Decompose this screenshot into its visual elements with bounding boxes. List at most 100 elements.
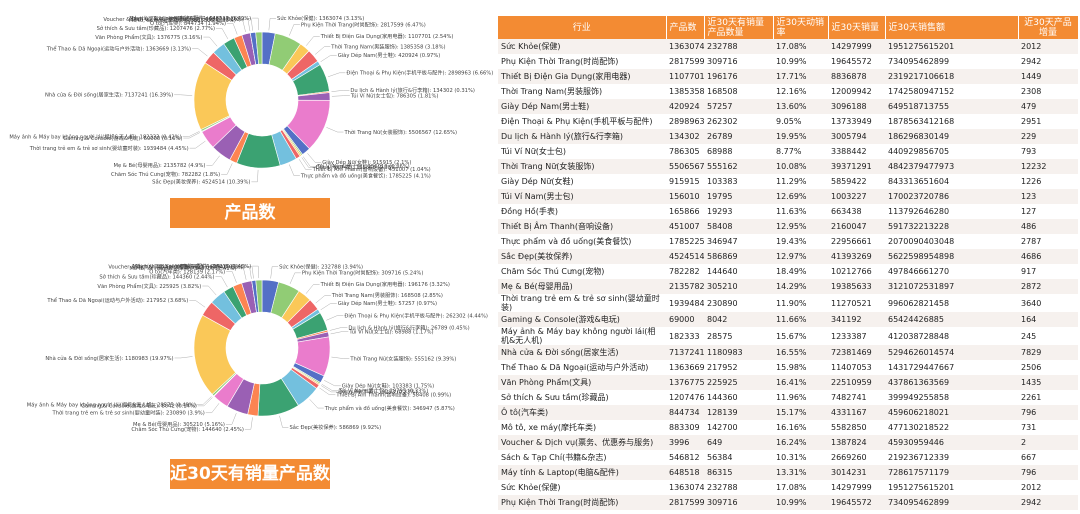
label-leader-line: [330, 331, 349, 335]
table-cell: 9.05%: [773, 114, 828, 130]
slice-label: Ô tô(汽车类): 128139 (2.17%): [149, 267, 225, 275]
table-cell: Thời trang trẻ em & trẻ sơ sinh(婴幼童时装): [498, 294, 666, 313]
table-cell: 186296830149: [885, 129, 1018, 145]
table-cell: 5622598954898: [885, 249, 1018, 265]
table-cell: Mô tô, xe máy(摩托车类): [498, 420, 666, 436]
label-leader-line: [226, 23, 238, 35]
label-leader-line: [289, 24, 300, 36]
slice-label: Nhà cửa & Đời sống(居家生活): 1180983 (19.97…: [45, 354, 173, 362]
table-cell: 1449: [1018, 69, 1078, 85]
table-cell: 245: [1018, 327, 1078, 346]
table-cell: 2319217106618: [885, 69, 1018, 85]
label-leader-line: [221, 163, 233, 175]
table-cell: 19385633: [828, 279, 885, 295]
table-cell: Túi Ví Nữ(女士包): [498, 144, 666, 160]
table-body: Sức Khỏe(保健) 1363074 232788 17.08% 14297999 1…: [498, 39, 1078, 511]
table-cell: Phụ Kiện Thời Trang(时尚配饰): [498, 495, 666, 511]
table-cell: 14.29%: [773, 279, 828, 295]
label-leader-line: [226, 271, 237, 283]
table-cell: 497846661270: [885, 264, 1018, 280]
label-leader-line: [252, 17, 259, 31]
table-row: Mô tô, xe máy(摩托车类) 883309 142700 16.16% 558…: [498, 420, 1078, 436]
table-cell: 648518: [666, 465, 704, 481]
label-leader-line: [205, 403, 220, 413]
table-cell: Máy ảnh & Máy bay không người lái(相机&无人机…: [498, 327, 666, 346]
table-cell: 19645572: [828, 54, 885, 70]
table-cell: 844734: [666, 405, 704, 421]
table-cell: 2135782: [666, 279, 704, 295]
table-cell: 14297999: [828, 39, 885, 55]
table-cell: Du lịch & Hành lý(旅行&行李箱): [498, 129, 666, 145]
table-cell: 144640: [704, 264, 773, 280]
table-cell: 17.08%: [773, 39, 828, 55]
slice-label: Điện Thoại & Phụ Kiện(手机平板与配件): 2898963 …: [346, 69, 493, 77]
table-cell: 57257: [704, 99, 773, 115]
table-row: Phụ Kiện Thời Trang(时尚配饰) 2817599 309716 10…: [498, 54, 1078, 70]
table-cell: 11.90%: [773, 294, 828, 313]
table-cell: 127: [1018, 204, 1078, 220]
label-leader-line: [202, 285, 217, 296]
label-leader-line: [307, 153, 322, 163]
table-cell: 5294626014574: [885, 345, 1018, 361]
table-cell: 437861363569: [885, 375, 1018, 391]
table-cell: 58408: [704, 219, 773, 235]
slice-label: Thời trang trẻ em & trẻ sơ sinh(婴幼童时装): …: [29, 144, 189, 152]
label-leader-line: [305, 284, 320, 294]
industry-data-table: 行业 产品数 近30天有销量产品数量 近30天动销率 近30天销量 近30天销售额 近30天…: [498, 16, 1079, 511]
table-cell: 16.16%: [773, 420, 828, 436]
slice-label: Máy tính & Laptop(电脑&配件): 86315 (1.46%): [133, 262, 252, 270]
table-cell: 451007: [666, 219, 704, 235]
table-row: Sức Khỏe(保健) 1363074 232788 17.08% 14297999 1…: [498, 480, 1078, 496]
label-leader-line: [225, 413, 237, 425]
slice-label: Thiết Bị Âm Thanh(音响设备): 451007 (1.04%): [312, 165, 431, 173]
slice-label: Ô tô(汽车类): 844734 (1.94%): [150, 19, 226, 27]
label-leader-line: [309, 399, 324, 409]
table-cell: Điện Thoại & Phụ Kiện(手机平板与配件): [498, 114, 666, 130]
label-leader-line: [241, 19, 251, 32]
label-leader-line: [324, 380, 341, 387]
table-cell: 1226: [1018, 174, 1078, 190]
slice-label: Chăm Sóc Thú Cưng(宠物): 144640 (2.45%): [131, 425, 243, 433]
table-cell: 7137241: [666, 345, 704, 361]
table-cell: 1742580947152: [885, 84, 1018, 100]
table-cell: 69000: [666, 312, 704, 328]
table-cell: 793: [1018, 144, 1078, 160]
table-cell: 219236712339: [885, 450, 1018, 466]
table-cell: Voucher & Dịch vụ(票务、优惠券与服务): [498, 435, 666, 451]
column-header: 近30天销售额: [885, 16, 1019, 39]
slice-label: Sắc Đẹp(美妆保养): 586869 (9.92%): [289, 423, 381, 431]
label-leader-line: [197, 397, 213, 407]
table-cell: 1376775: [666, 375, 704, 391]
slice-label: Thể Thao & Dã Ngoại(运动与户外活动): 1363669 (3…: [46, 44, 191, 52]
label-leader-line: [327, 72, 346, 77]
label-leader-line: [189, 300, 206, 308]
table-cell: 15.17%: [773, 405, 828, 421]
label-leader-line: [236, 20, 246, 33]
slice-label: Voucher & Dịch vụ(票务、优惠券与服务): 649 (0.01%…: [108, 263, 242, 271]
table-cell: 17.08%: [773, 480, 828, 496]
table-cell: Túi Ví Nam(男士包): [498, 189, 666, 205]
table-cell: Nhà cửa & Đời sống(居家生活): [498, 345, 666, 361]
table-cell: 883309: [666, 420, 704, 436]
label-leader-line: [315, 46, 331, 55]
table-cell: 1363669: [666, 360, 704, 376]
table-cell: 196176: [704, 69, 773, 85]
table-cell: 5859422: [828, 174, 885, 190]
label-leader-line: [245, 18, 253, 31]
table-cell: 72381469: [828, 345, 885, 361]
table-cell: 1878563412168: [885, 114, 1018, 130]
table-row: Mẹ & Bé(母婴用品) 2135782 305210 14.29% 19385633…: [498, 279, 1078, 295]
table-cell: 1180983: [704, 345, 773, 361]
slice-label: Thiết Bị Điện Gia Dụng(家用电器): 1107701 (2…: [320, 32, 454, 40]
label-leader-line: [321, 384, 339, 391]
table-cell: Sở thích & Sưu tầm(珍藏品): [498, 390, 666, 406]
table-cell: 2942: [1018, 495, 1078, 511]
slice-label: Voucher & Dịch vụ(票务、优惠券与服务): 3996 (0.01…: [103, 15, 241, 23]
label-leader-line: [315, 295, 331, 304]
table-cell: 3014231: [828, 465, 885, 481]
table-cell: Sức Khỏe(保健): [498, 39, 666, 55]
slice-label: Gaming & Console(游戏&电玩): 8042 (0.14%): [81, 402, 197, 410]
table-cell: 11.96%: [773, 390, 828, 406]
table-cell: 4524514: [666, 249, 704, 265]
label-leader-line: [216, 28, 229, 39]
